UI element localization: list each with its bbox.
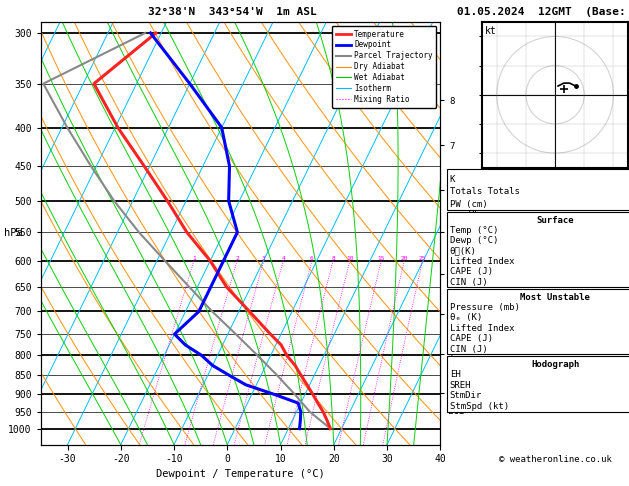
Text: Mixing Ratio (g/kg): Mixing Ratio (g/kg) xyxy=(468,190,477,277)
Text: 8: 8 xyxy=(331,256,335,261)
Text: StmDir: StmDir xyxy=(450,391,482,400)
Text: hPa: hPa xyxy=(4,228,22,238)
Text: 32°38'N  343°54'W  1m ASL: 32°38'N 343°54'W 1m ASL xyxy=(148,7,317,17)
Text: Pressure (mb): Pressure (mb) xyxy=(450,303,520,312)
Text: CAPE (J): CAPE (J) xyxy=(450,267,493,276)
Text: Hodograph: Hodograph xyxy=(531,360,579,369)
Text: 10: 10 xyxy=(346,256,353,261)
Text: PW (cm): PW (cm) xyxy=(450,200,487,208)
Text: 6: 6 xyxy=(310,256,314,261)
Text: 25: 25 xyxy=(419,256,426,261)
Text: Lifted Index: Lifted Index xyxy=(450,324,515,333)
Legend: Temperature, Dewpoint, Parcel Trajectory, Dry Adiabat, Wet Adiabat, Isotherm, Mi: Temperature, Dewpoint, Parcel Trajectory… xyxy=(332,26,437,108)
Text: © weatheronline.co.uk: © weatheronline.co.uk xyxy=(499,455,611,464)
Text: 3: 3 xyxy=(262,256,265,261)
Text: Surface: Surface xyxy=(537,216,574,225)
Text: kt: kt xyxy=(485,26,497,36)
Text: 4: 4 xyxy=(281,256,285,261)
Text: CAPE (J): CAPE (J) xyxy=(450,334,493,343)
Text: Dewp (°C): Dewp (°C) xyxy=(450,236,498,245)
Text: 15: 15 xyxy=(377,256,385,261)
Text: θᴄ(K): θᴄ(K) xyxy=(450,246,477,256)
Text: θₑ (K): θₑ (K) xyxy=(450,313,482,322)
Text: CIN (J): CIN (J) xyxy=(450,278,487,287)
X-axis label: Dewpoint / Temperature (°C): Dewpoint / Temperature (°C) xyxy=(156,469,325,479)
Text: Lifted Index: Lifted Index xyxy=(450,257,515,266)
Text: Temp (°C): Temp (°C) xyxy=(450,226,498,235)
Text: 1: 1 xyxy=(192,256,196,261)
Text: LCL: LCL xyxy=(448,407,464,417)
Text: Most Unstable: Most Unstable xyxy=(520,293,590,301)
Text: 01.05.2024  12GMT  (Base: 06): 01.05.2024 12GMT (Base: 06) xyxy=(457,7,629,17)
Text: StmSpd (kt): StmSpd (kt) xyxy=(450,402,509,411)
Text: EH: EH xyxy=(450,370,460,379)
Text: CIN (J): CIN (J) xyxy=(450,345,487,354)
Text: 20: 20 xyxy=(401,256,408,261)
Text: SREH: SREH xyxy=(450,381,471,390)
Text: Totals Totals: Totals Totals xyxy=(450,187,520,196)
Y-axis label: km
ASL: km ASL xyxy=(457,225,479,242)
Text: 2: 2 xyxy=(235,256,239,261)
Text: K: K xyxy=(450,174,455,184)
